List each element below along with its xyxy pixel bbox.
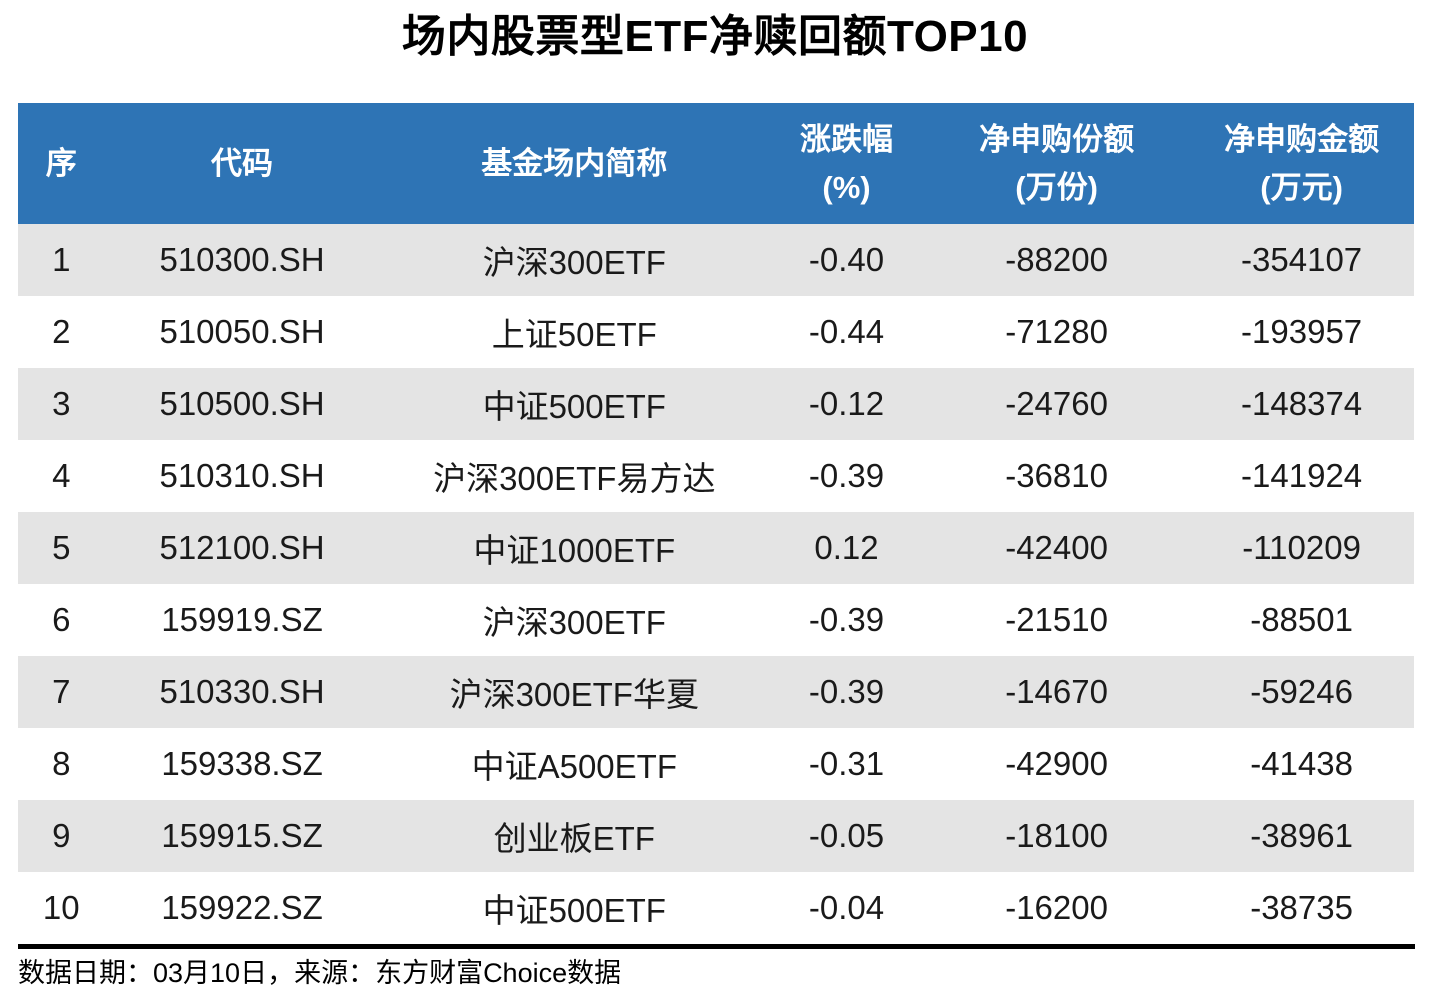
cell-change-pct: -0.05 [808,817,885,854]
table-row: 8 159338.SZ 中证A500ETF -0.31 -42900 -4143… [18,728,1414,800]
table-row: 7 510330.SH 沪深300ETF华夏 -0.39 -14670 -592… [18,656,1414,728]
table-header-row: 序 代码 基金场内简称 涨跌幅 (%) 净申购份额 (万份) [18,103,1414,224]
cell-code: 159338.SZ [161,745,323,782]
cell-net-shares: -36810 [1005,457,1108,494]
cell-code: 510050.SH [159,313,325,350]
cell-fund-name: 中证1000ETF [473,532,676,569]
cell-net-shares: -18100 [1005,817,1108,854]
cell-rank: 5 [52,529,71,566]
cell-net-shares: -21510 [1005,601,1108,638]
cell-net-shares: -42900 [1005,745,1108,782]
table-row: 6 159919.SZ 沪深300ETF -0.39 -21510 -88501 [18,584,1414,656]
cell-net-amount: -354107 [1241,241,1363,278]
cell-fund-name: 中证A500ETF [471,748,677,785]
cell-net-shares: -24760 [1005,385,1108,422]
cell-change-pct: -0.39 [808,673,885,710]
cell-net-amount: -41438 [1250,745,1353,782]
column-header-unit: (%) [822,169,871,205]
cell-net-shares: -16200 [1005,889,1108,926]
footer-divider [18,944,1415,949]
cell-change-pct: -0.39 [808,601,885,638]
etf-table: 序 代码 基金场内简称 涨跌幅 (%) 净申购份额 (万份) [18,103,1414,944]
page-title: 场内股票型ETF净赎回额TOP10 [401,12,1029,61]
cell-net-shares: -42400 [1005,529,1108,566]
cell-rank: 3 [52,385,71,422]
column-header-label: 涨跌幅 [799,121,893,157]
cell-code: 159922.SZ [161,889,323,926]
cell-code: 510300.SH [159,241,325,278]
cell-rank: 2 [52,313,71,350]
column-header-label: 基金场内简称 [481,145,668,181]
cell-rank: 10 [42,889,80,926]
cell-code: 510500.SH [159,385,325,422]
cell-code: 512100.SH [159,529,325,566]
cell-net-amount: -88501 [1250,601,1353,638]
data-source-note: 数据日期：03月10日，来源：东方财富Choice数据 [18,958,622,988]
column-header-net-amount: 净申购金额 (万元) [1189,103,1414,224]
cell-net-shares: -71280 [1005,313,1108,350]
cell-net-amount: -148374 [1241,385,1363,422]
column-header-label: 代码 [211,145,274,181]
column-header-unit: (万份) [1015,169,1098,205]
cell-code: 159919.SZ [161,601,323,638]
column-header-label: 净申购金额 [1224,121,1380,157]
cell-change-pct: -0.39 [808,457,885,494]
cell-code: 159915.SZ [161,817,323,854]
cell-change-pct: -0.12 [808,385,885,422]
cell-code: 510330.SH [159,673,325,710]
table-row: 9 159915.SZ 创业板ETF -0.05 -18100 -38961 [18,800,1414,872]
cell-net-amount: -38961 [1250,817,1353,854]
table-row: 1 510300.SH 沪深300ETF -0.40 -88200 -35410… [18,224,1414,296]
column-header-label: 序 [45,145,77,181]
cell-change-pct: -0.04 [808,889,885,926]
cell-change-pct: -0.31 [808,745,885,782]
table-row: 5 512100.SH 中证1000ETF 0.12 -42400 -11020… [18,512,1414,584]
cell-fund-name: 上证50ETF [491,316,657,353]
cell-rank: 4 [52,457,71,494]
cell-net-amount: -110209 [1242,529,1361,566]
column-header-code: 代码 [105,103,380,224]
table-row: 10 159922.SZ 中证500ETF -0.04 -16200 -3873… [18,872,1414,944]
cell-rank: 9 [52,817,71,854]
cell-fund-name: 创业板ETF [493,820,655,857]
cell-net-amount: -141924 [1241,457,1363,494]
cell-rank: 7 [52,673,71,710]
table-row: 4 510310.SH 沪深300ETF易方达 -0.39 -36810 -14… [18,440,1414,512]
cell-change-pct: -0.44 [808,313,885,350]
cell-net-shares: -88200 [1005,241,1108,278]
cell-rank: 1 [52,241,71,278]
cell-fund-name: 中证500ETF [482,892,666,929]
table-row: 2 510050.SH 上证50ETF -0.44 -71280 -193957 [18,296,1414,368]
cell-fund-name: 沪深300ETF [482,244,666,281]
cell-net-amount: -193957 [1241,313,1363,350]
cell-net-amount: -38735 [1250,889,1353,926]
cell-rank: 6 [52,601,71,638]
cell-change-pct: 0.12 [814,529,879,566]
cell-fund-name: 沪深300ETF [482,604,666,641]
column-header-rank: 序 [18,103,105,224]
cell-net-amount: -59246 [1250,673,1353,710]
cell-fund-name: 沪深300ETF华夏 [449,676,699,713]
column-header-fund-name: 基金场内简称 [380,103,769,224]
cell-rank: 8 [52,745,71,782]
column-header-change-pct: 涨跌幅 (%) [769,103,924,224]
table-row: 3 510500.SH 中证500ETF -0.12 -24760 -14837… [18,368,1414,440]
cell-change-pct: -0.40 [808,241,885,278]
cell-fund-name: 中证500ETF [482,388,666,425]
column-header-unit: (万元) [1260,169,1343,205]
cell-net-shares: -14670 [1005,673,1108,710]
cell-code: 510310.SH [159,457,325,494]
column-header-label: 净申购份额 [979,121,1135,157]
column-header-net-shares: 净申购份额 (万份) [924,103,1189,224]
cell-fund-name: 沪深300ETF易方达 [433,460,716,497]
